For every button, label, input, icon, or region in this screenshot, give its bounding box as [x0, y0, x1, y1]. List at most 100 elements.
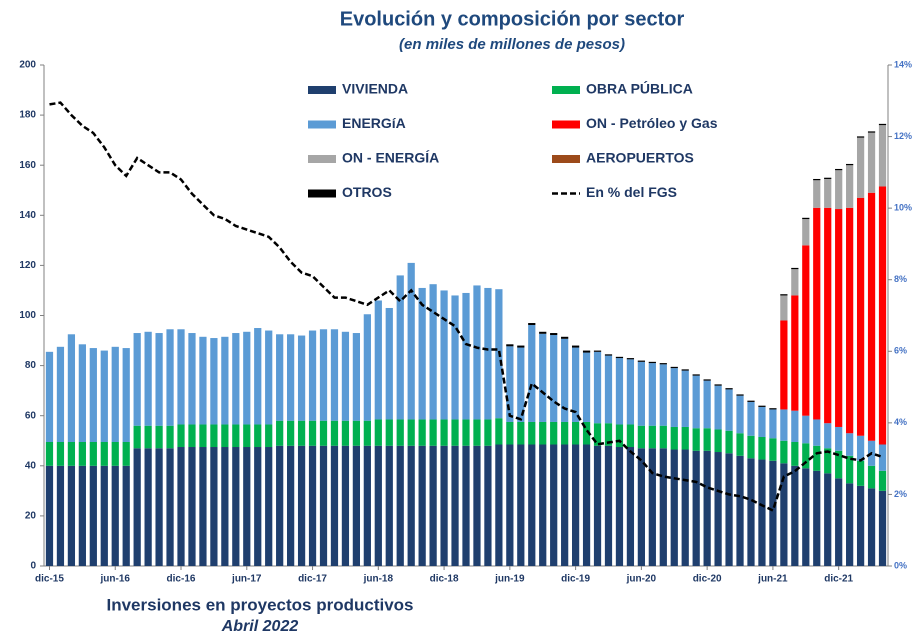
- bar-segment: [659, 364, 667, 426]
- bar-segment: [867, 192, 876, 441]
- bar-segment: [396, 419, 404, 446]
- x-tick-label: dic-15: [35, 574, 64, 585]
- bar-segment: [265, 330, 273, 425]
- legend-label: OBRA PÚBLICA: [586, 80, 693, 97]
- bar-segment: [637, 425, 645, 449]
- bar-segment: [484, 419, 492, 446]
- bar-segment: [856, 137, 865, 198]
- bar-segment: [747, 435, 755, 459]
- bar-segment: [571, 421, 580, 445]
- x-tick-label: dic-17: [298, 574, 327, 585]
- bar-segment: [506, 444, 514, 566]
- bar-segment: [703, 450, 711, 566]
- y-tick-label: 160: [19, 160, 36, 171]
- bar-segment: [835, 478, 843, 566]
- bar-segment: [714, 385, 722, 430]
- bar-segment: [780, 294, 788, 296]
- bar-segment: [626, 447, 635, 566]
- y-tick-label: 0: [30, 561, 36, 572]
- bar-segment: [835, 168, 843, 171]
- bar-segment: [582, 421, 591, 445]
- footer: Inversiones en proyectos productivos: [106, 595, 413, 614]
- y-tick-label: 20: [25, 511, 37, 522]
- x-tick-label: dic-18: [430, 574, 459, 585]
- bar-segment: [308, 420, 317, 446]
- bar-segment: [813, 207, 821, 420]
- footer-date: Abril 2022: [221, 618, 299, 635]
- legend-swatch: [552, 86, 580, 94]
- bar-segment: [780, 463, 788, 566]
- bar-segment: [243, 331, 251, 425]
- bar-segment: [177, 424, 185, 448]
- chart-subtitle: (en miles de millones de pesos): [399, 36, 625, 53]
- bar-segment: [363, 445, 371, 566]
- legend-label: OTROS: [342, 184, 392, 200]
- legend-label: AEROPUERTOS: [586, 150, 694, 166]
- bar-segment: [747, 400, 755, 402]
- bar-segment: [856, 485, 865, 566]
- bar-segment: [462, 419, 470, 446]
- bar-segment: [45, 351, 54, 443]
- bar-segment: [835, 450, 843, 479]
- legend-label: ON - ENERGÍA: [342, 150, 439, 166]
- bar-segment: [846, 455, 854, 484]
- bar-segment: [308, 330, 317, 421]
- bar-segment: [199, 447, 207, 566]
- bar-segment: [615, 358, 624, 425]
- bar-segment: [89, 348, 97, 443]
- bar-segment: [210, 424, 218, 448]
- bar-segment: [276, 420, 284, 446]
- bar-segment: [199, 336, 207, 425]
- bar-segment: [747, 458, 755, 566]
- bar-segment: [703, 380, 711, 429]
- legend-label: ON - Petróleo y Gas: [586, 115, 718, 131]
- bar-segment: [813, 419, 821, 446]
- x-tick-label: dic-20: [693, 574, 722, 585]
- bar-segment: [177, 329, 185, 425]
- bar-segment: [571, 444, 580, 566]
- y2-tick-label: 10%: [894, 203, 912, 213]
- bar-segment: [232, 333, 240, 425]
- bar-segment: [451, 295, 459, 420]
- bar-segment: [232, 424, 240, 448]
- bar-segment: [429, 445, 437, 566]
- bar-segment: [155, 333, 163, 426]
- bar-segment: [648, 425, 656, 449]
- bar-segment: [341, 445, 350, 566]
- bar-segment: [133, 448, 141, 566]
- bar-segment: [528, 421, 536, 445]
- bar-segment: [791, 269, 799, 296]
- bar-segment: [714, 452, 722, 566]
- bar-segment: [878, 186, 887, 445]
- bar-segment: [769, 409, 777, 439]
- bar-segment: [571, 347, 580, 422]
- bar-segment: [528, 323, 536, 326]
- bar-segment: [758, 459, 766, 566]
- bar-segment: [407, 262, 415, 420]
- bar-segment: [429, 284, 437, 420]
- bar-segment: [846, 433, 854, 456]
- bar-segment: [561, 421, 569, 445]
- y2-tick-label: 8%: [894, 274, 907, 284]
- bar-segment: [835, 170, 843, 210]
- bar-segment: [846, 207, 854, 434]
- bar-segment: [144, 448, 152, 566]
- y2-tick-label: 0%: [894, 560, 907, 570]
- bar-segment: [385, 445, 393, 566]
- bar-segment: [276, 445, 284, 566]
- y-tick-label: 140: [19, 210, 36, 221]
- bar-segment: [528, 325, 536, 422]
- bar-segment: [878, 470, 887, 491]
- bar-segment: [100, 350, 108, 443]
- bar-segment: [867, 131, 876, 133]
- bar-segment: [506, 346, 514, 422]
- bar-segment: [374, 419, 382, 446]
- bar-segment: [835, 209, 843, 427]
- bar-segment: [56, 465, 65, 566]
- bar-segment: [736, 455, 744, 566]
- bar-segment: [177, 447, 185, 566]
- bar-segment: [692, 374, 700, 376]
- y2-tick-label: 4%: [894, 417, 907, 427]
- bar-segment: [791, 465, 799, 566]
- fgs-line: [49, 101, 883, 513]
